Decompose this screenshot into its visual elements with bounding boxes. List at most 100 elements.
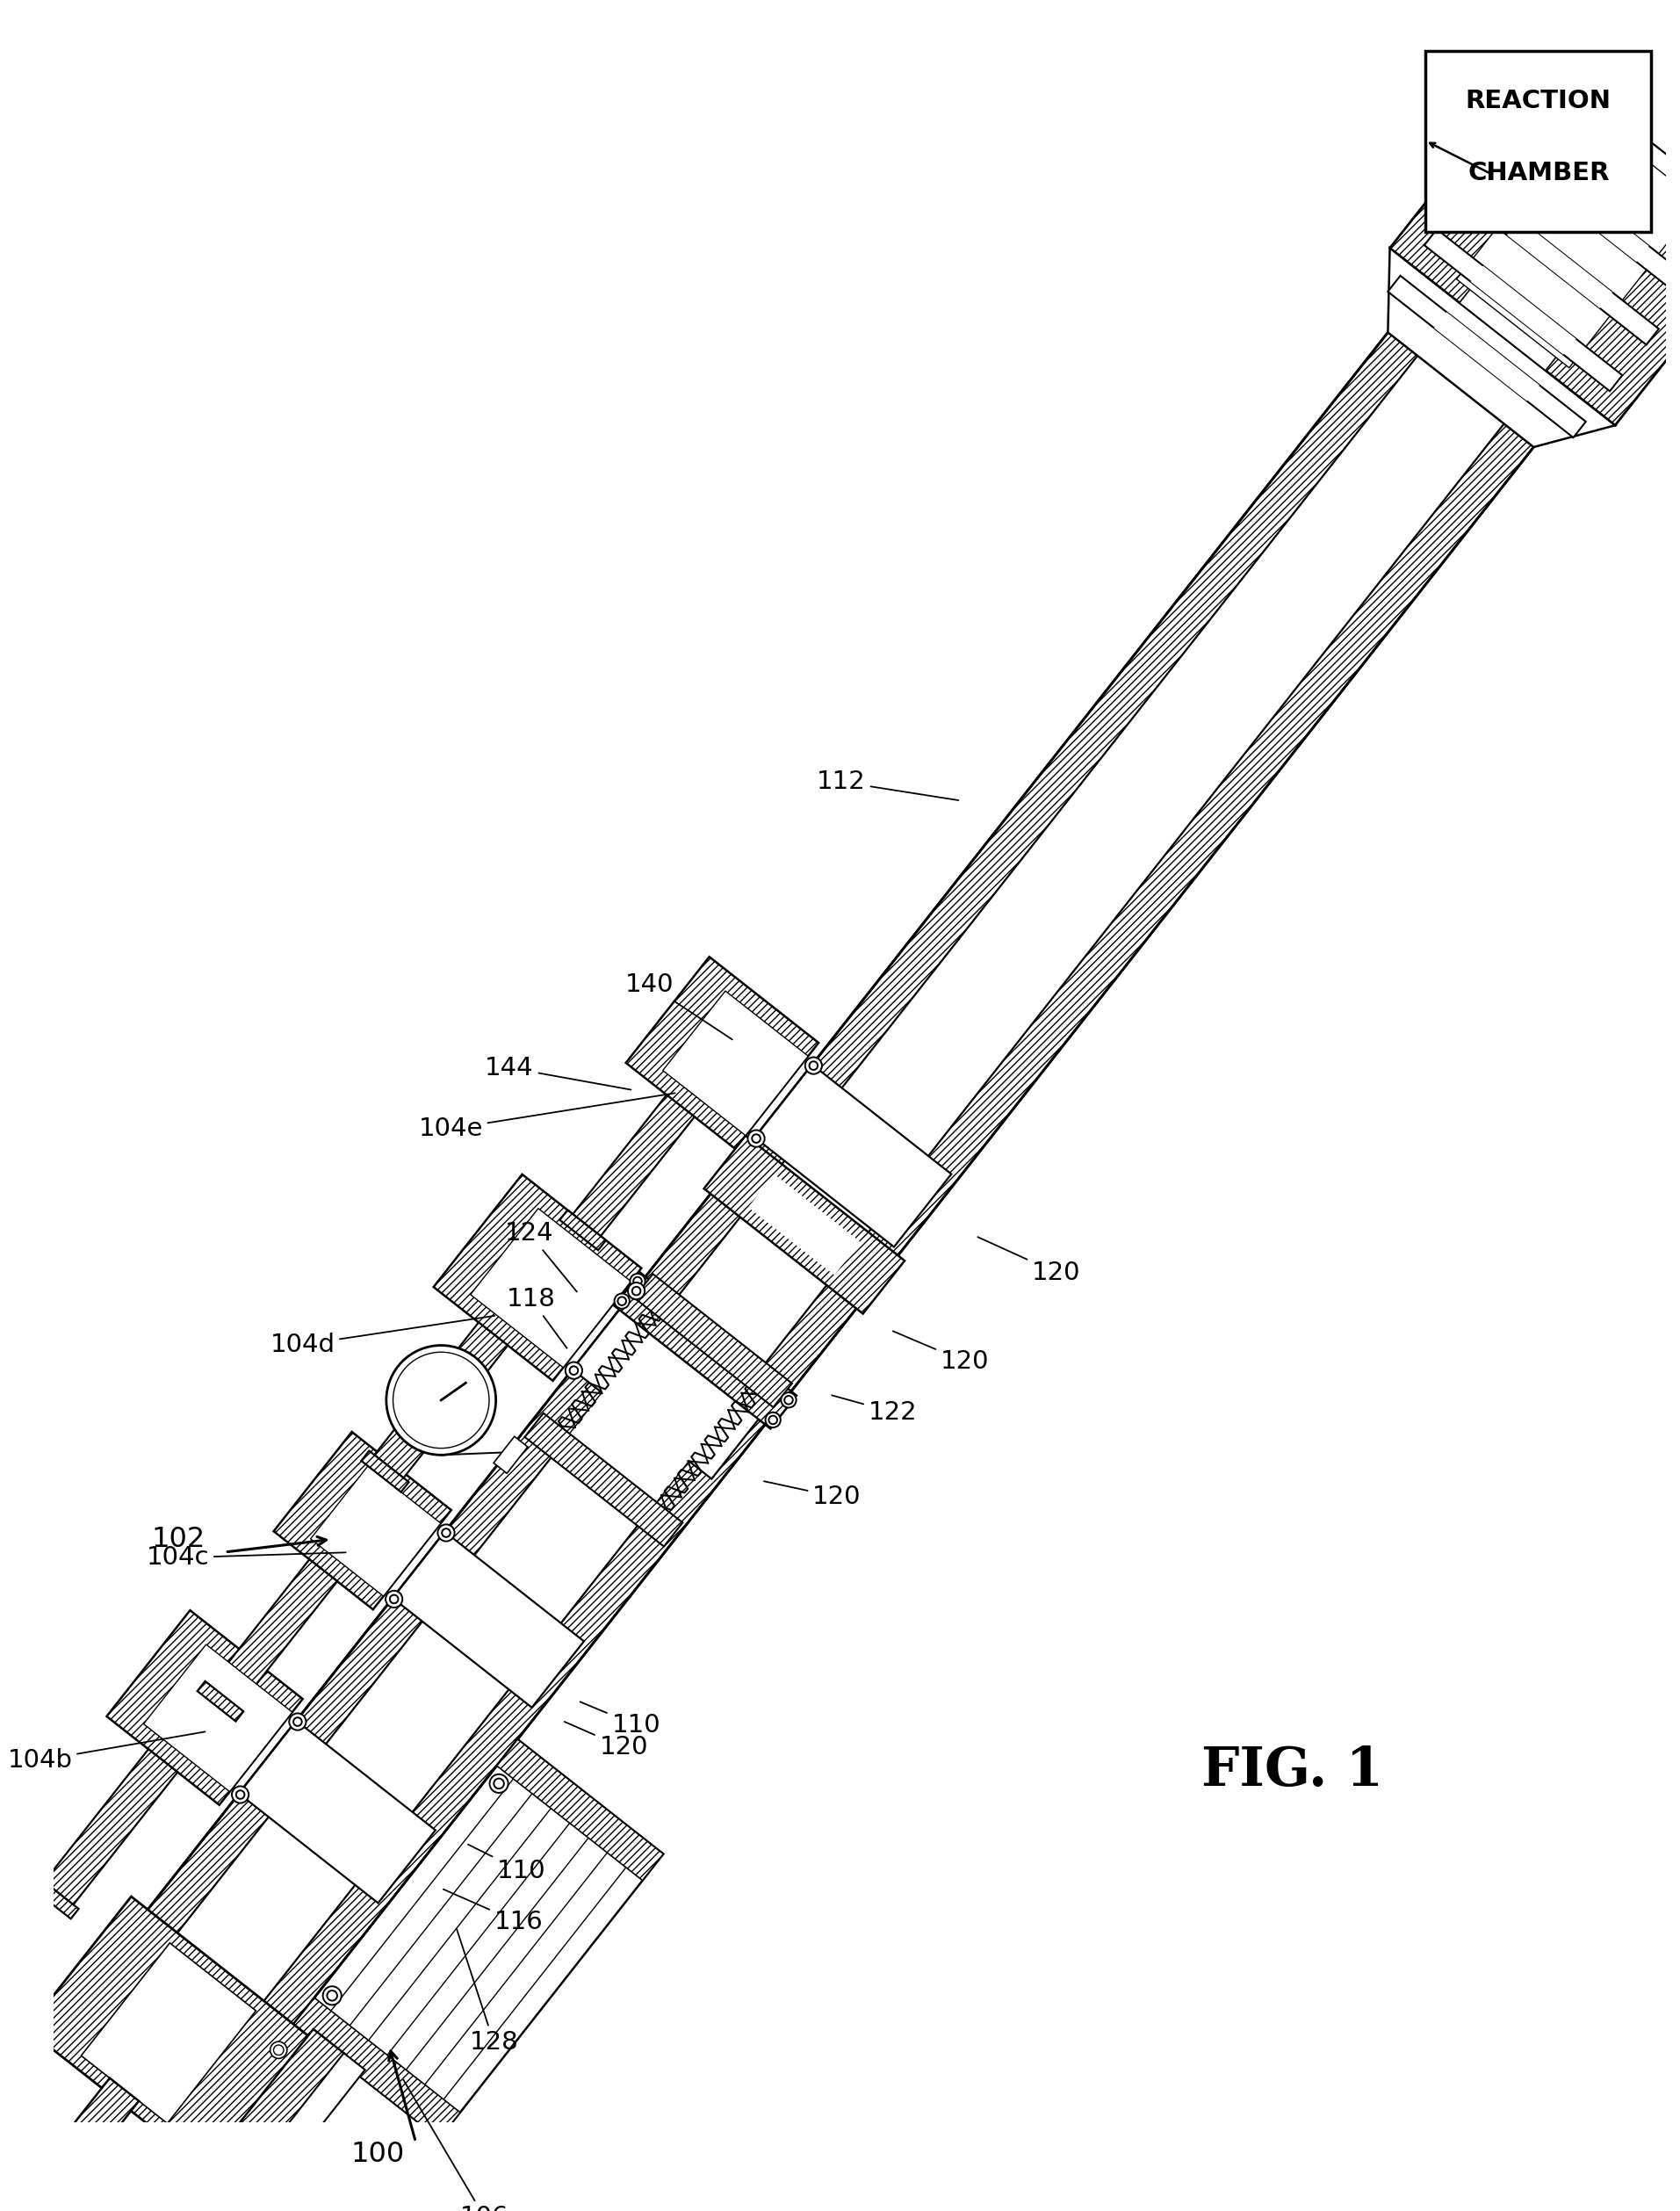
Circle shape [766, 1413, 781, 1428]
Text: 110: 110 [580, 1702, 660, 1738]
Text: 110: 110 [469, 1844, 546, 1884]
Polygon shape [1457, 113, 1680, 367]
Polygon shape [615, 1274, 796, 1428]
Circle shape [810, 1061, 818, 1070]
Polygon shape [1462, 184, 1658, 345]
Polygon shape [27, 1897, 311, 2169]
Text: REACTION: REACTION [1465, 88, 1611, 113]
Polygon shape [375, 1322, 507, 1477]
Polygon shape [1388, 276, 1586, 438]
Circle shape [632, 1287, 640, 1296]
Text: 104b: 104b [7, 1731, 205, 1773]
Circle shape [618, 1298, 627, 1304]
Polygon shape [311, 1466, 440, 1596]
Polygon shape [1389, 55, 1680, 425]
Text: 104d: 104d [270, 1316, 494, 1358]
Polygon shape [633, 1274, 791, 1406]
Polygon shape [198, 2030, 344, 2200]
Polygon shape [433, 1174, 642, 1382]
Polygon shape [228, 2054, 365, 2211]
Circle shape [805, 1057, 822, 1075]
Circle shape [289, 1714, 306, 1731]
Circle shape [328, 1990, 338, 2001]
Text: CHAMBER: CHAMBER [1468, 161, 1609, 186]
Circle shape [615, 1293, 630, 1309]
Circle shape [570, 1366, 578, 1375]
Text: 102: 102 [151, 1526, 205, 1552]
Text: 112: 112 [816, 769, 958, 800]
Text: 106: 106 [403, 2081, 509, 2211]
Polygon shape [627, 957, 818, 1150]
Polygon shape [197, 1680, 244, 1722]
Circle shape [390, 1594, 398, 1603]
Text: 124: 124 [504, 1220, 576, 1291]
Circle shape [748, 1130, 764, 1148]
Polygon shape [568, 1318, 748, 1503]
Circle shape [566, 1362, 583, 1380]
Circle shape [202, 2127, 220, 2145]
Polygon shape [361, 1450, 408, 1492]
Text: 116: 116 [444, 1888, 543, 1935]
Circle shape [630, 1274, 645, 1289]
Text: 122: 122 [832, 1395, 917, 1424]
Polygon shape [111, 126, 1579, 1979]
Circle shape [753, 1134, 761, 1143]
Circle shape [393, 1353, 489, 1448]
Polygon shape [141, 150, 1665, 2047]
Polygon shape [748, 1174, 860, 1276]
Circle shape [207, 2131, 217, 2140]
Circle shape [442, 1528, 450, 1537]
Polygon shape [393, 1532, 585, 1707]
Circle shape [232, 1786, 249, 1804]
Polygon shape [1497, 137, 1680, 298]
Circle shape [633, 1278, 642, 1285]
Polygon shape [106, 1610, 302, 1804]
Text: 120: 120 [978, 1236, 1080, 1285]
Polygon shape [573, 1094, 694, 1236]
Circle shape [494, 1778, 504, 1789]
Text: 120: 120 [764, 1481, 862, 1510]
Circle shape [785, 1395, 793, 1404]
Text: 140: 140 [625, 973, 732, 1039]
Polygon shape [30, 1877, 79, 1919]
Polygon shape [573, 1289, 774, 1479]
Circle shape [237, 1791, 245, 1800]
Polygon shape [470, 1209, 632, 1369]
Circle shape [489, 1773, 507, 1793]
Polygon shape [1460, 111, 1680, 371]
Polygon shape [1388, 248, 1614, 447]
Polygon shape [274, 1433, 452, 1610]
Polygon shape [1425, 230, 1623, 391]
Circle shape [294, 1718, 302, 1727]
Polygon shape [294, 1999, 460, 2138]
Text: 128: 128 [457, 1928, 517, 2054]
Polygon shape [1435, 312, 1539, 400]
Circle shape [628, 1282, 645, 1300]
Polygon shape [494, 1437, 528, 1473]
Circle shape [270, 2041, 287, 2058]
Circle shape [386, 1344, 496, 1455]
Polygon shape [497, 1740, 664, 1879]
Polygon shape [294, 1740, 664, 2138]
Bar [1426, 51, 1651, 232]
Text: FIG. 1: FIG. 1 [1201, 1744, 1383, 1798]
Text: 144: 144 [486, 1055, 632, 1090]
Text: 104c: 104c [146, 1545, 346, 1570]
Polygon shape [524, 1413, 682, 1545]
Polygon shape [754, 1063, 951, 1247]
Polygon shape [1544, 172, 1648, 261]
Polygon shape [239, 1720, 435, 1904]
Polygon shape [664, 991, 808, 1136]
Text: 100: 100 [351, 2140, 405, 2169]
Polygon shape [227, 219, 1680, 2072]
Polygon shape [210, 1559, 338, 1707]
Polygon shape [1470, 265, 1576, 354]
Circle shape [274, 2045, 284, 2054]
Polygon shape [81, 1943, 255, 2123]
Circle shape [781, 1393, 796, 1408]
Text: 118: 118 [507, 1287, 566, 1349]
Circle shape [769, 1415, 778, 1424]
Polygon shape [559, 1209, 606, 1249]
Text: 120: 120 [564, 1722, 648, 1760]
Circle shape [438, 1523, 455, 1541]
